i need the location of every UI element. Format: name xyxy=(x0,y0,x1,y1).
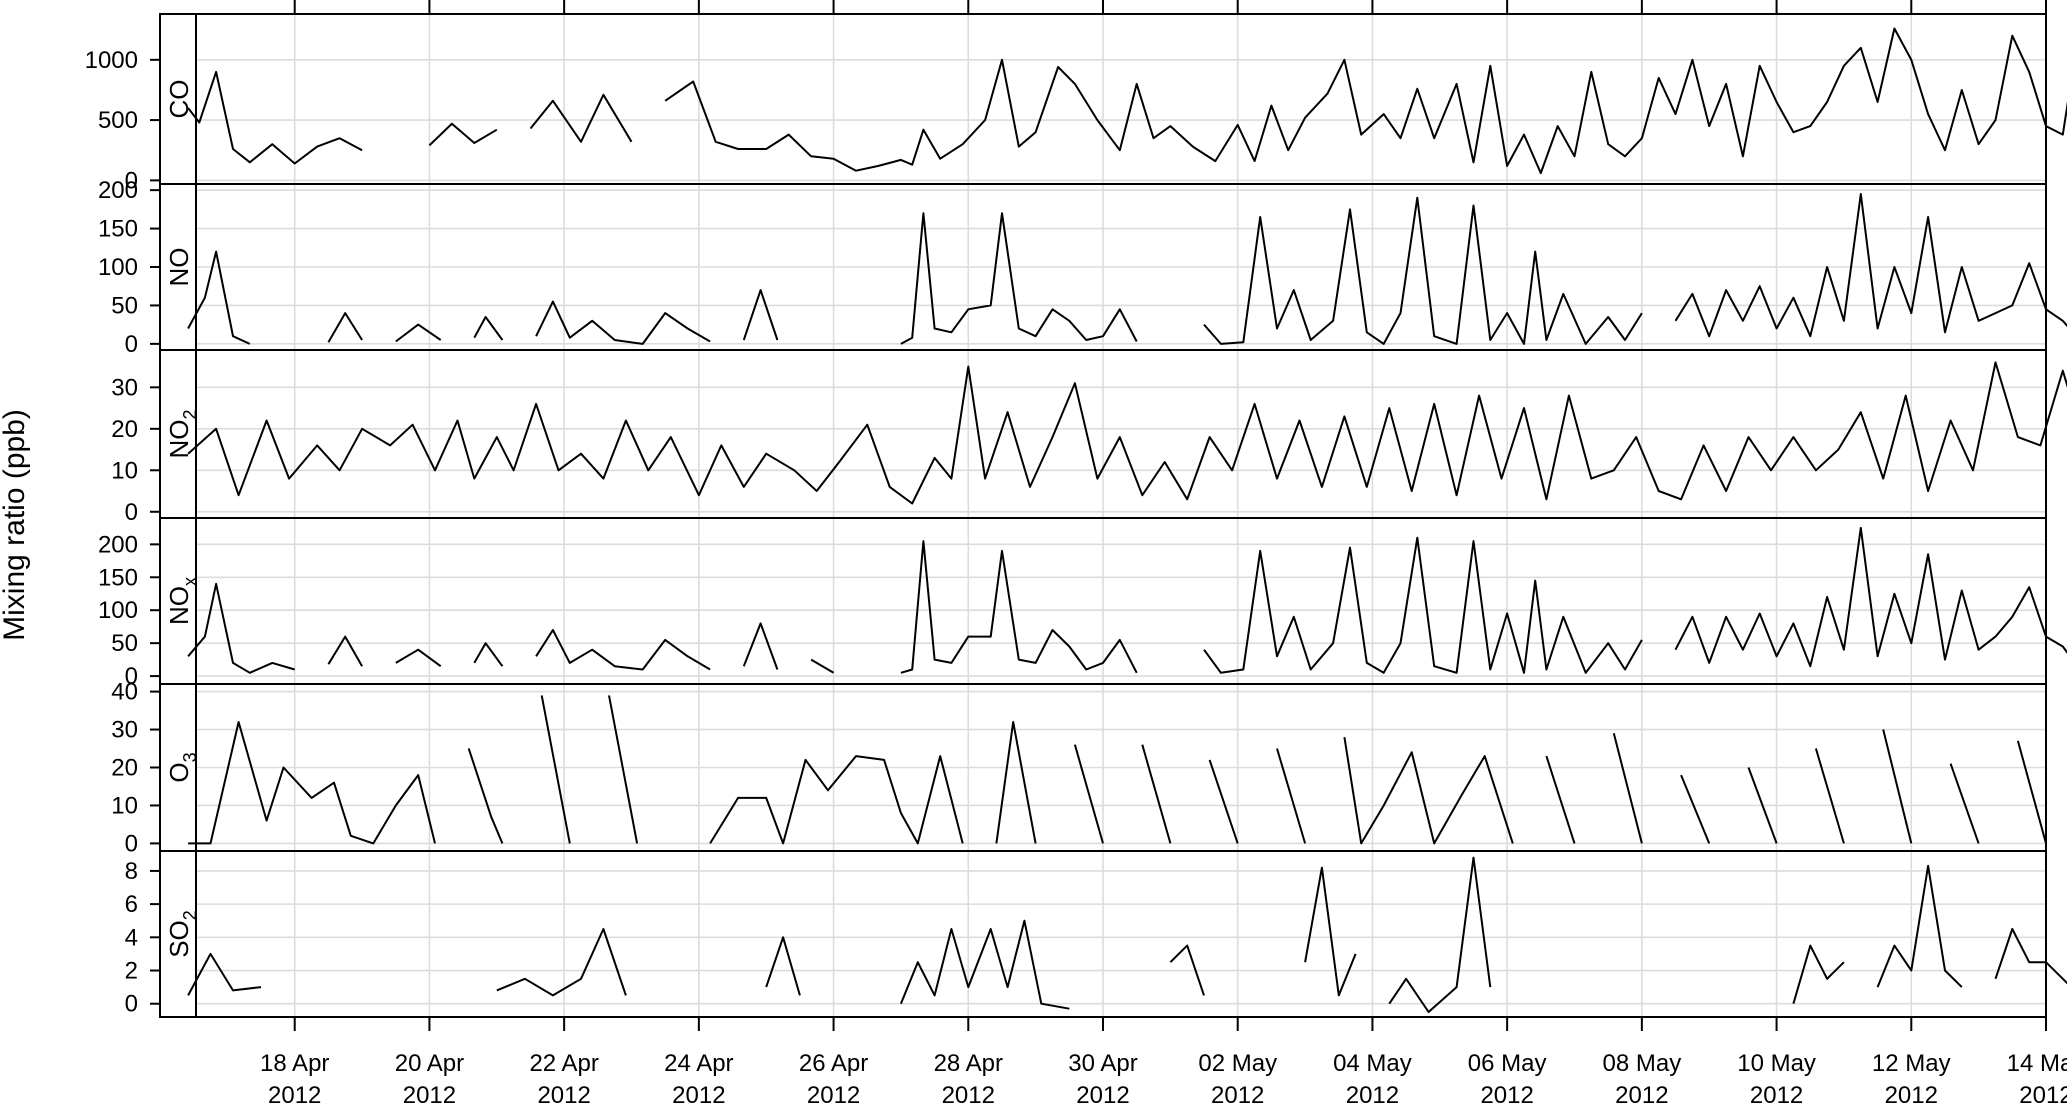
y-tick-label: 4 xyxy=(125,924,138,951)
x-axis: 18 Apr 2012 20 Apr 2012 22 Apr 2012 24 Apr 2012… xyxy=(160,0,2067,1107)
panel-label: NO xyxy=(164,248,194,287)
x-tick-label: 04 May xyxy=(1333,1050,1412,1077)
y-tick-label: 0 xyxy=(125,167,138,194)
panel-label-text: NO xyxy=(164,248,194,287)
panel-label: O3 xyxy=(164,752,200,782)
x-tick-label-year: 2012 xyxy=(268,1082,321,1107)
x-tick-label-year: 2012 xyxy=(1076,1082,1129,1107)
y-tick-label: 0 xyxy=(125,499,138,526)
panel-label-text: O xyxy=(164,762,194,782)
y-tick-label: 0 xyxy=(125,331,138,358)
y-tick-label: 200 xyxy=(98,177,138,204)
panel-label: CO xyxy=(164,80,194,119)
series-line xyxy=(188,695,2047,845)
x-tick-label: 14 May xyxy=(2007,1050,2067,1077)
x-tick-label: 20 Apr xyxy=(395,1050,464,1077)
panel-label: NO2 xyxy=(164,409,200,458)
panel-label-subscript: 3 xyxy=(180,752,200,762)
y-tick-label: 10 xyxy=(111,457,138,484)
y-tick-label: 100 xyxy=(98,597,138,624)
series-line xyxy=(187,526,2067,674)
panel-label-text: NO xyxy=(164,420,194,459)
y-tick-label: 30 xyxy=(111,717,138,744)
y-tick-label: 20 xyxy=(111,416,138,443)
series-line xyxy=(187,361,2067,505)
x-tick-label: 28 Apr xyxy=(934,1050,1003,1077)
x-tick-label-year: 2012 xyxy=(1885,1082,1938,1107)
x-tick-label: 24 Apr xyxy=(664,1050,733,1077)
y-tick-label: 0 xyxy=(125,663,138,690)
x-tick-label: 30 Apr xyxy=(1068,1050,1137,1077)
y-tick-label: 1000 xyxy=(85,47,138,74)
panel-label: NOx xyxy=(164,577,200,625)
panel: 0 10 20 30 40 O3 xyxy=(111,679,2047,857)
x-tick-label: 26 Apr xyxy=(799,1050,868,1077)
panel-label-subscript: 2 xyxy=(180,409,200,419)
x-tick-label: 12 May xyxy=(1872,1050,1951,1077)
x-tick-label-year: 2012 xyxy=(403,1082,456,1107)
x-tick-label-year: 2012 xyxy=(807,1082,860,1107)
y-tick-label: 0 xyxy=(125,991,138,1018)
y-tick-label: 2 xyxy=(125,958,138,985)
panel-label: SO2 xyxy=(164,910,200,958)
y-tick-label: 100 xyxy=(98,254,138,281)
y-tick-label: 30 xyxy=(111,374,138,401)
x-tick-label-year: 2012 xyxy=(537,1082,590,1107)
y-tick-label: 6 xyxy=(125,891,138,918)
panel-label-text: CO xyxy=(164,80,194,119)
panel: 0 500 1000 CO xyxy=(85,13,2067,194)
y-tick-label: 10 xyxy=(111,792,138,819)
y-tick-label: 200 xyxy=(98,531,138,558)
y-tick-label: 40 xyxy=(111,679,138,706)
x-tick-label-year: 2012 xyxy=(1211,1082,1264,1107)
y-tick-label: 8 xyxy=(125,858,138,885)
y-tick-label: 0 xyxy=(125,830,138,857)
panel: 0 50 100 150 200 NO xyxy=(98,177,2067,358)
y-tick-label: 500 xyxy=(98,107,138,134)
x-tick-label: 18 Apr xyxy=(260,1050,329,1077)
series-line xyxy=(187,193,2067,345)
y-tick-label: 20 xyxy=(111,755,138,782)
series-line xyxy=(187,856,2067,1013)
y-tick-label: 50 xyxy=(111,630,138,657)
y-tick-label: 150 xyxy=(98,564,138,591)
x-tick-label-year: 2012 xyxy=(1346,1082,1399,1107)
x-tick-label-year: 2012 xyxy=(1615,1082,1668,1107)
panel-label-text: NO xyxy=(164,586,194,625)
x-tick-label: 02 May xyxy=(1198,1050,1277,1077)
panels: 05001000CO050100150200NO0102030NO2050100… xyxy=(85,13,2067,1018)
y-tick-label: 50 xyxy=(111,292,138,319)
y-axis-title: Mixing ratio (ppb) xyxy=(0,409,31,641)
x-tick-label-year: 2012 xyxy=(942,1082,995,1107)
x-tick-label: 10 May xyxy=(1737,1050,1816,1077)
panel-label-subscript: 2 xyxy=(180,910,200,920)
series-line xyxy=(187,27,2067,175)
x-tick-label: 06 May xyxy=(1468,1050,1547,1077)
panel-label-text: SO xyxy=(164,920,194,958)
panel: 0 10 20 30 NO2 xyxy=(111,349,2067,526)
x-tick-label-year: 2012 xyxy=(672,1082,725,1107)
x-tick-label-year: 2012 xyxy=(2019,1082,2067,1107)
x-tick-label: 08 May xyxy=(1603,1050,1682,1077)
x-tick-label-year: 2012 xyxy=(1480,1082,1533,1107)
y-tick-label: 150 xyxy=(98,216,138,243)
panel-label-subscript: x xyxy=(180,577,200,586)
panel: 0 50 100 150 200 NOx xyxy=(98,517,2067,690)
x-tick-label: 22 Apr xyxy=(529,1050,598,1077)
x-tick-label-year: 2012 xyxy=(1750,1082,1803,1107)
